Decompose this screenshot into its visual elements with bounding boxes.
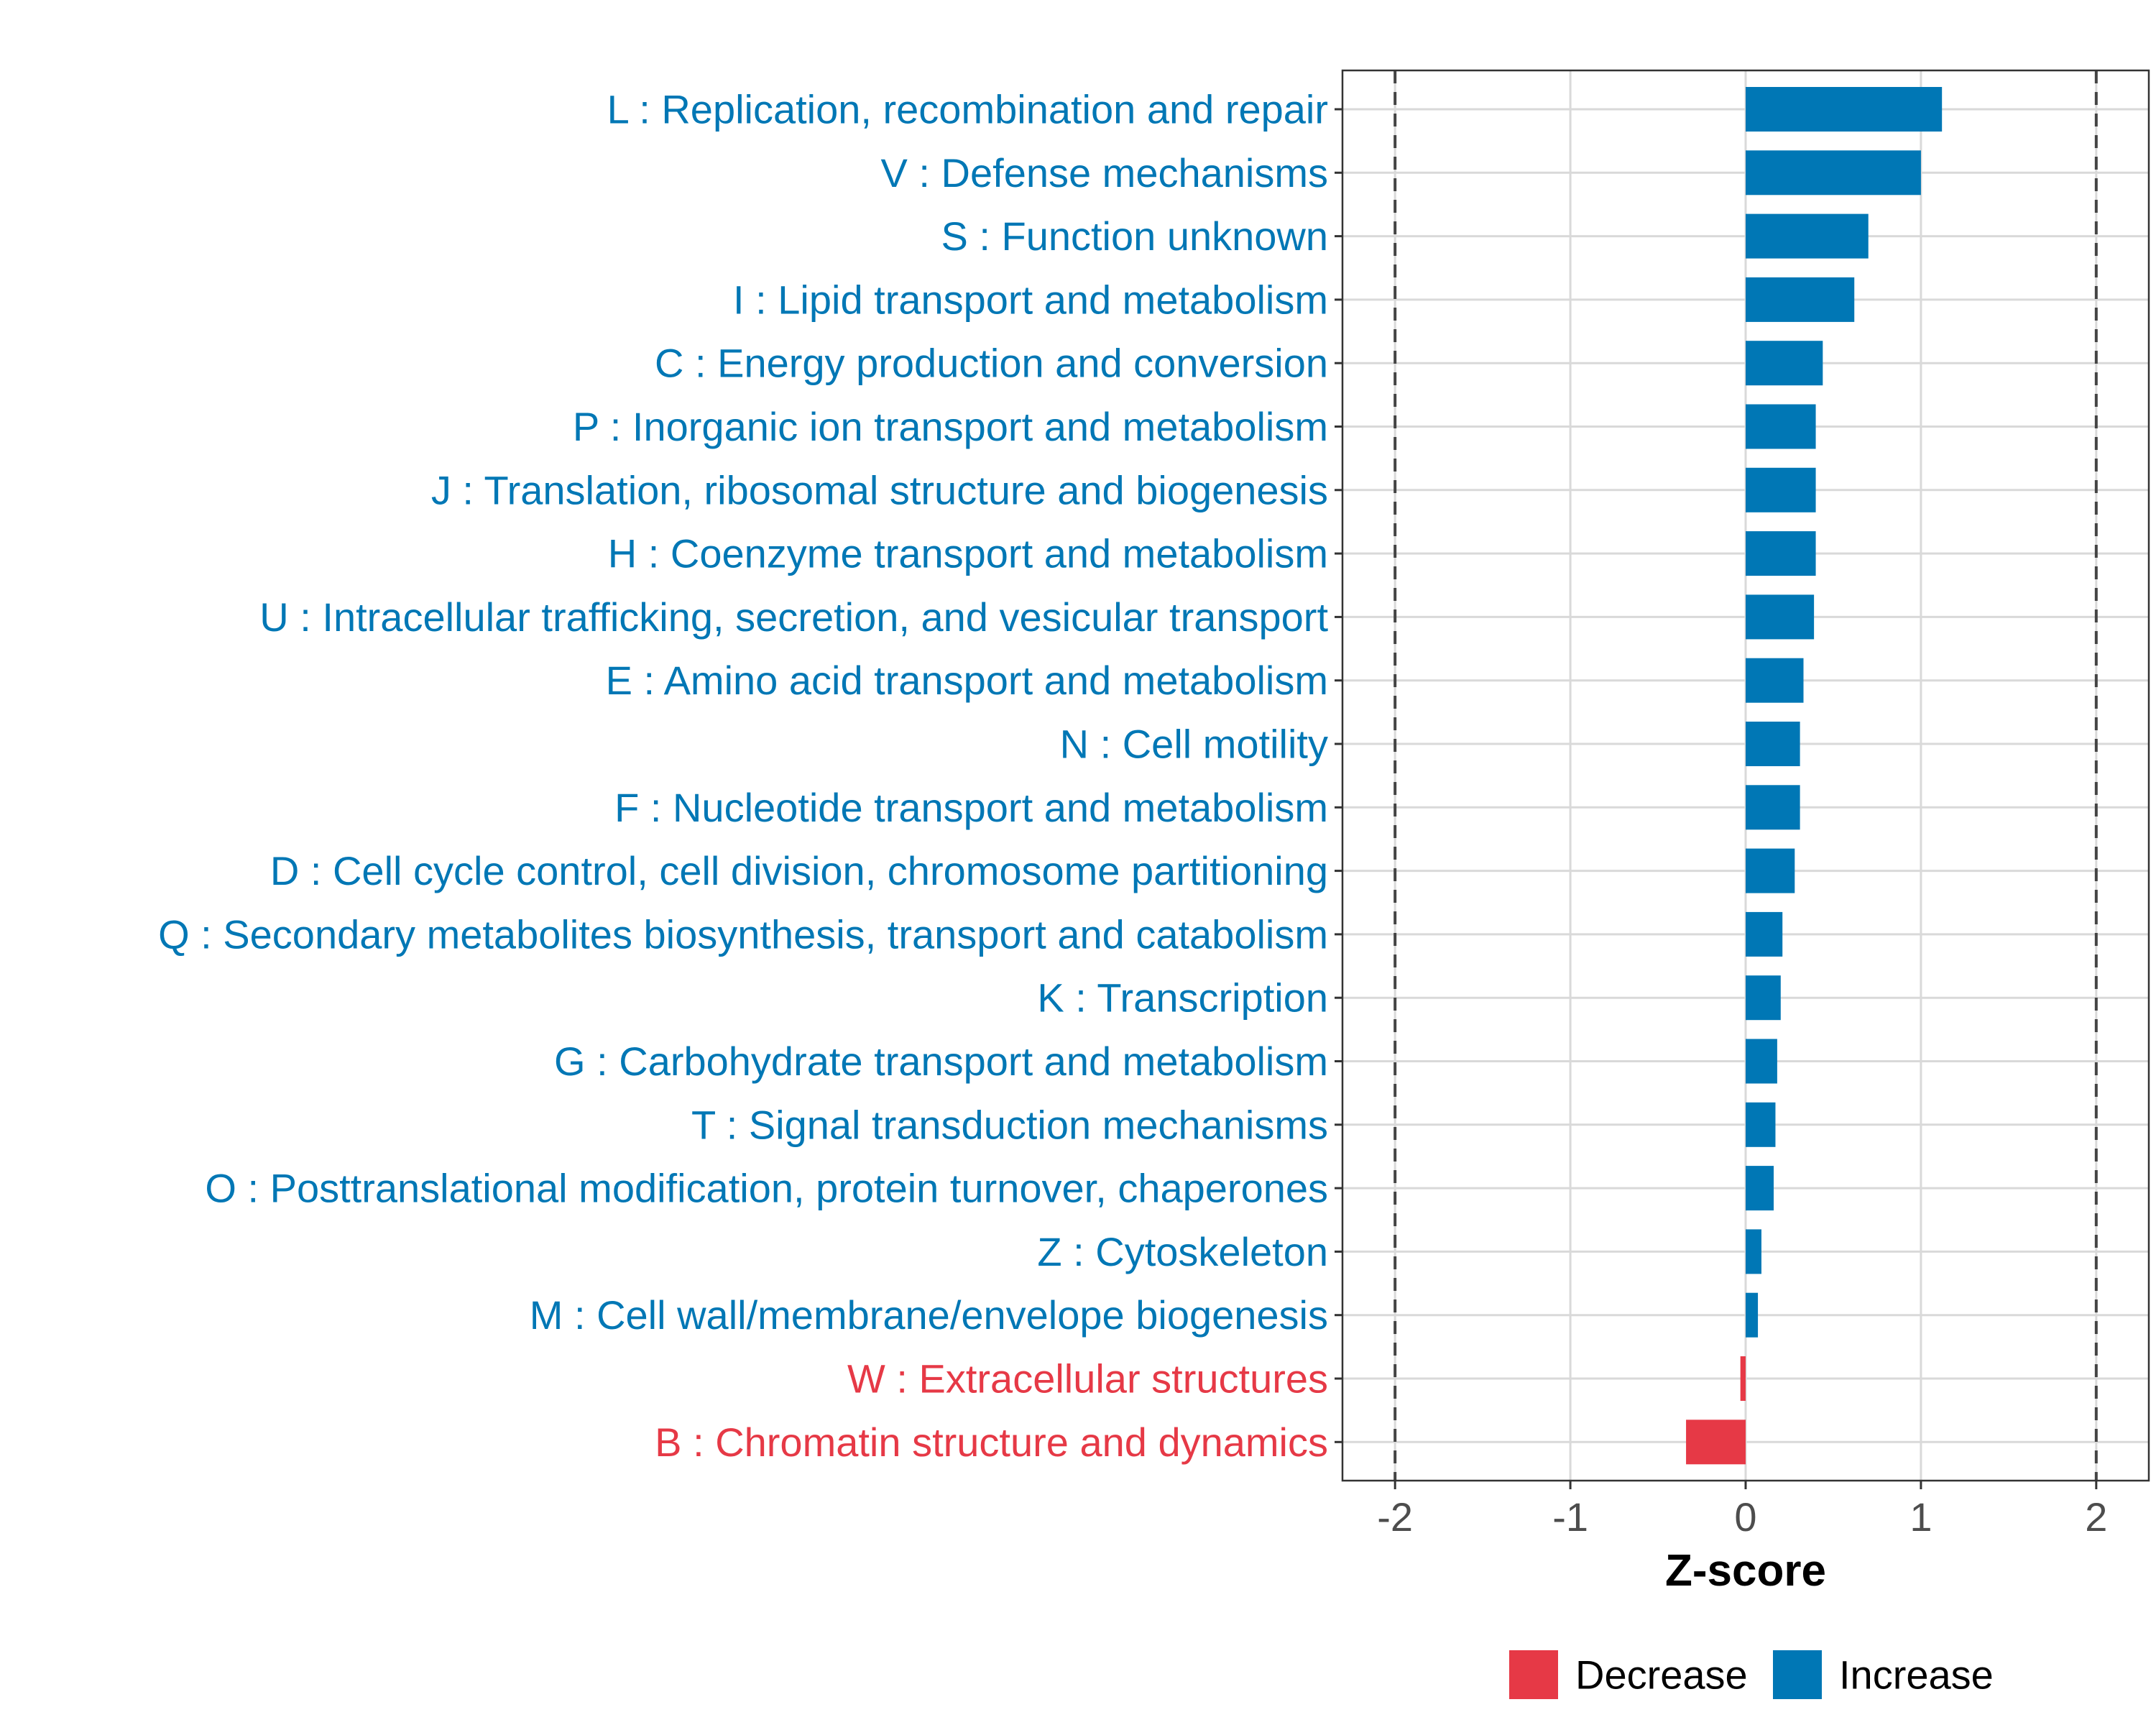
category-label: U : Intracellular trafficking, secretion… [259, 594, 1328, 640]
bar-h [1746, 531, 1816, 576]
category-label: N : Cell motility [1060, 722, 1328, 767]
category-label: H : Coenzyme transport and metabolism [608, 531, 1328, 576]
y-axis-category-labels: L : Replication, recombination and repai… [158, 87, 1328, 1465]
category-label: S : Function unknown [941, 213, 1328, 259]
x-axis-ticks: -2 -1 0 1 2 [1377, 1481, 2107, 1540]
category-label: F : Nucleotide transport and metabolism [614, 785, 1328, 830]
category-label: M : Cell wall/membrane/envelope biogenes… [530, 1292, 1328, 1338]
legend-swatch-increase [1773, 1650, 1822, 1699]
category-label: V : Defense mechanisms [881, 150, 1328, 196]
legend-label-decrease: Decrease [1575, 1652, 1748, 1698]
bar-c [1746, 341, 1823, 386]
bar-b [1686, 1420, 1746, 1465]
legend-swatch-decrease [1509, 1650, 1558, 1699]
x-tick-label: 0 [1734, 1494, 1756, 1540]
x-tick-label: -1 [1552, 1494, 1588, 1540]
bar-d [1746, 848, 1795, 893]
bar-w [1740, 1356, 1746, 1401]
category-label: J : Translation, ribosomal structure and… [431, 467, 1328, 512]
category-label: B : Chromatin structure and dynamics [655, 1420, 1328, 1465]
threshold-lines [1393, 70, 2098, 1481]
bar-l [1746, 87, 1943, 132]
bar-z [1746, 1229, 1761, 1274]
bar-t [1746, 1102, 1776, 1147]
category-label: P : Inorganic ion transport and metaboli… [573, 404, 1328, 449]
category-label: T : Signal transduction mechanisms [691, 1102, 1328, 1147]
bar-j [1746, 467, 1816, 512]
x-axis-title: Z-score [1665, 1546, 1826, 1596]
x-tick-label: 2 [2085, 1494, 2107, 1540]
category-label: K : Transcription [1037, 975, 1328, 1021]
category-label: G : Carbohydrate transport and metabolis… [554, 1039, 1328, 1084]
category-label: E : Amino acid transport and metabolism [606, 658, 1328, 703]
category-label: I : Lipid transport and metabolism [733, 277, 1328, 322]
bar-m [1746, 1292, 1759, 1338]
x-tick-label: 1 [1909, 1494, 1932, 1540]
legend-label-increase: Increase [1839, 1652, 1994, 1698]
category-label: C : Energy production and conversion [655, 341, 1328, 386]
bar-k [1746, 975, 1781, 1021]
y-axis-ticks [1335, 108, 1342, 1443]
category-label: L : Replication, recombination and repai… [607, 87, 1328, 132]
category-label: Z : Cytoskeleton [1037, 1229, 1328, 1274]
bar-f [1746, 785, 1800, 830]
category-label: O : Posttranslational modification, prot… [205, 1166, 1328, 1211]
bar-g [1746, 1039, 1777, 1084]
legend: Decrease Increase [1509, 1650, 1994, 1699]
bar-o [1746, 1166, 1774, 1211]
bars [1686, 87, 1943, 1465]
category-label: D : Cell cycle control, cell division, c… [270, 848, 1328, 893]
bar-n [1746, 722, 1800, 766]
bar-q [1746, 911, 1783, 957]
bar-u [1746, 594, 1815, 640]
bar-e [1746, 658, 1804, 703]
category-label: Q : Secondary metabolites biosynthesis, … [158, 911, 1328, 957]
bar-i [1746, 277, 1855, 322]
bar-p [1746, 404, 1816, 449]
x-tick-label: -2 [1377, 1494, 1413, 1540]
bar-v [1746, 150, 1921, 196]
category-label: W : Extracellular structures [847, 1356, 1328, 1402]
bar-s [1746, 213, 1869, 259]
